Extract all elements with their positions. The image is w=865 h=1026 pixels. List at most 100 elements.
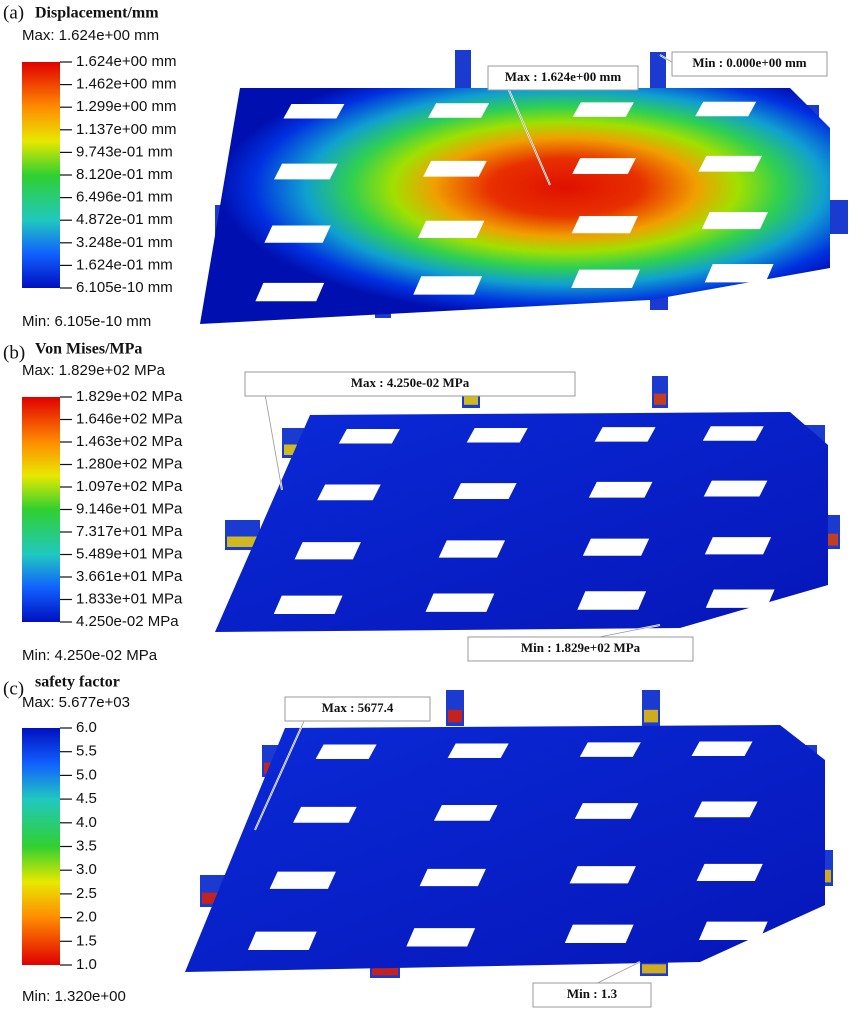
stress-spot bbox=[654, 393, 666, 405]
hole bbox=[695, 101, 757, 117]
legend-bar bbox=[22, 62, 60, 288]
legend-label: 8.120e-01 mm bbox=[76, 166, 173, 183]
panel-label: (b) bbox=[3, 342, 25, 363]
callout-text: Min : 1.3 bbox=[567, 986, 618, 1001]
hole bbox=[269, 871, 336, 889]
legend-label: 3.0 bbox=[76, 861, 97, 878]
hole bbox=[704, 537, 772, 555]
hole bbox=[698, 155, 762, 172]
hole bbox=[572, 158, 636, 174]
legend-label: 5.489e+01 MPa bbox=[76, 545, 183, 562]
panel: (c) safety factor Max: 5.677e+03 6.0 5.5 5.0 4… bbox=[3, 674, 833, 1008]
legend-label: 5.5 bbox=[76, 743, 97, 760]
legend-label: 9.146e+01 MPa bbox=[76, 500, 183, 517]
callout-box bbox=[532, 982, 652, 1008]
hole bbox=[571, 216, 638, 234]
legend-label: 5.0 bbox=[76, 766, 97, 783]
hole bbox=[425, 593, 495, 612]
stress-spot bbox=[448, 709, 462, 723]
legend-label: 9.743e-01 mm bbox=[76, 143, 173, 160]
panel-title: safety factor bbox=[35, 674, 120, 691]
hole bbox=[574, 803, 639, 819]
legend-label: 6.0 bbox=[76, 719, 97, 736]
legend-label: 1.624e-01 mm bbox=[76, 256, 173, 273]
callout-box bbox=[467, 636, 694, 662]
legend-label: 7.317e+01 MPa bbox=[76, 523, 183, 540]
hole bbox=[315, 744, 377, 760]
min-label: Min: 6.105e-10 mm bbox=[22, 313, 151, 330]
hole bbox=[703, 480, 768, 497]
legend-label: 2.5 bbox=[76, 885, 97, 902]
hole bbox=[447, 743, 509, 758]
hole bbox=[406, 928, 476, 947]
legend-label: 1.463e+02 MPa bbox=[76, 433, 183, 450]
stress-spot bbox=[227, 536, 258, 547]
hole bbox=[696, 863, 763, 882]
hole bbox=[428, 103, 490, 118]
stress-spot bbox=[824, 533, 838, 546]
hole bbox=[466, 428, 528, 443]
callout-text: Max : 1.624e+00 mm bbox=[505, 69, 622, 84]
support bbox=[830, 200, 848, 234]
panel-label: (c) bbox=[3, 678, 24, 699]
callout-text: Max : 5677.4 bbox=[322, 700, 394, 715]
legend-bar bbox=[22, 397, 60, 622]
legend-label: 1.137e+00 mm bbox=[76, 121, 176, 138]
hole bbox=[255, 282, 325, 302]
stress-spot bbox=[464, 393, 478, 405]
hole bbox=[283, 103, 345, 119]
stress-spot bbox=[642, 964, 666, 974]
legend-label: 1.462e+00 mm bbox=[76, 76, 176, 93]
hole bbox=[317, 484, 381, 501]
min-label: Min: 4.250e-02 MPa bbox=[22, 647, 158, 664]
hole bbox=[705, 589, 775, 608]
max-label: Max: 5.677e+03 bbox=[22, 694, 130, 711]
hole bbox=[433, 805, 498, 821]
stress-spot bbox=[284, 444, 302, 455]
stress-spot bbox=[644, 709, 658, 723]
hole bbox=[571, 269, 640, 289]
hole bbox=[294, 542, 361, 560]
panel-title: Von Mises/MPa bbox=[35, 341, 142, 358]
legend-label: 1.833e+01 MPa bbox=[76, 590, 183, 607]
legend-label: 1.5 bbox=[76, 932, 97, 949]
hole bbox=[693, 801, 758, 818]
callout-text: Min : 1.829e+02 MPa bbox=[521, 640, 641, 655]
legend-label: 1.0 bbox=[76, 956, 97, 973]
legend-label: 4.5 bbox=[76, 790, 97, 807]
stress-spot bbox=[372, 966, 398, 976]
hole bbox=[564, 924, 634, 943]
plate bbox=[200, 88, 830, 324]
panel: (a) Displacement/mm Max: 1.624e+00 mm 1.624… bbox=[3, 2, 848, 330]
hole bbox=[423, 160, 487, 177]
hole bbox=[704, 264, 774, 283]
legend-label: 1.646e+02 MPa bbox=[76, 410, 183, 427]
min-label: Min: 1.320e+00 bbox=[22, 988, 126, 1005]
hole bbox=[413, 276, 483, 295]
hole bbox=[577, 591, 647, 610]
hole bbox=[594, 427, 656, 442]
legend-label: 1.829e+02 MPa bbox=[76, 388, 183, 405]
legend-label: 1.624e+00 mm bbox=[76, 53, 176, 70]
hole bbox=[274, 163, 338, 180]
legend-label: 1.097e+02 MPa bbox=[76, 478, 183, 495]
callout-box bbox=[671, 51, 828, 77]
hole bbox=[264, 225, 331, 243]
hole bbox=[702, 426, 764, 441]
panel-label: (a) bbox=[3, 2, 24, 23]
leader-line bbox=[264, 393, 283, 491]
legend-label: 3.248e-01 mm bbox=[76, 234, 173, 251]
legend-label: 6.105e-10 mm bbox=[76, 279, 173, 296]
legend-bar bbox=[22, 728, 60, 965]
panel-title: Displacement/mm bbox=[35, 5, 159, 22]
leader-line bbox=[507, 87, 551, 186]
callout-text: Min : 0.000e+00 mm bbox=[692, 55, 806, 70]
hole bbox=[582, 538, 650, 556]
legend-label: 6.496e-01 mm bbox=[76, 189, 173, 206]
plate bbox=[185, 725, 825, 972]
support bbox=[650, 52, 666, 90]
legend-label: 4.872e-01 mm bbox=[76, 211, 173, 228]
legend-label: 1.280e+02 MPa bbox=[76, 455, 183, 472]
hole bbox=[579, 742, 641, 757]
